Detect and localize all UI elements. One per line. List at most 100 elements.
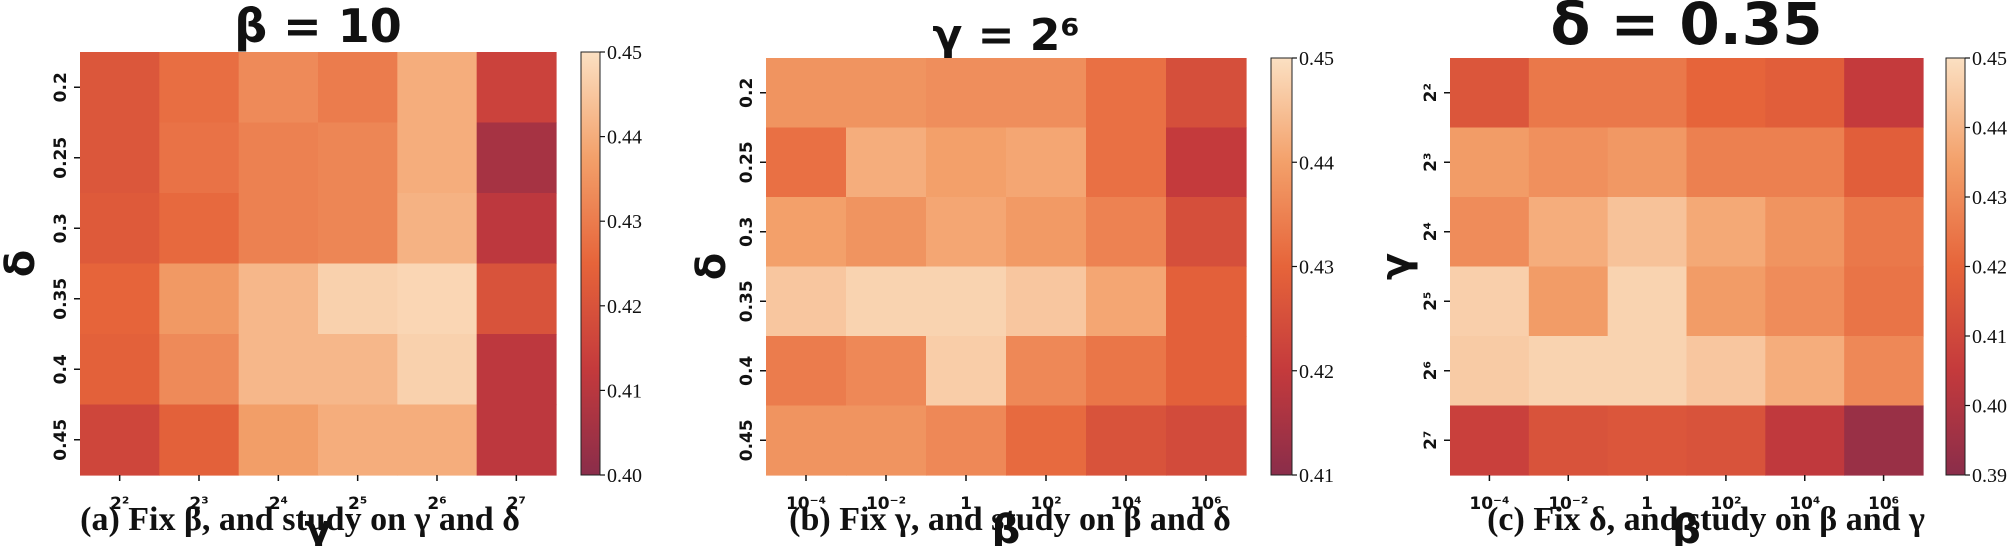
heatmap-cell (318, 263, 398, 335)
y-tick-label: 2² (1421, 83, 1441, 102)
heatmap-cell (1528, 58, 1609, 129)
heatmap-cell (1450, 58, 1530, 129)
panel-title-1: γ = 2⁶ (932, 10, 1079, 61)
heatmap-cell (926, 127, 1007, 198)
x-tick-label: 10⁶ (1190, 494, 1221, 514)
y-tick-label: 0.45 (737, 419, 757, 461)
heatmap-cell (159, 193, 240, 265)
colorbar-tick-label: 0.42 (607, 296, 642, 318)
heatmap-cell (1765, 266, 1845, 337)
heatmap-cell (1166, 336, 1247, 407)
heatmap-cell (80, 122, 160, 194)
y-axis-label: δ (0, 250, 44, 277)
y-tick-label: 0.4 (737, 356, 757, 386)
y-tick-label: 0.45 (51, 419, 71, 461)
colorbar-tick-label: 0.42 (1299, 361, 1334, 383)
heatmap-cell (1166, 197, 1247, 268)
heatmap-cell (1006, 266, 1087, 337)
y-tick-label: 0.3 (51, 213, 71, 243)
colorbar-tick-label: 0.44 (1972, 118, 2007, 140)
x-tick-label: 2⁴ (269, 494, 288, 514)
y-tick-label: 2⁵ (1421, 292, 1441, 311)
colorbar-tick-label: 0.45 (607, 42, 642, 64)
heatmap-cell (1686, 197, 1766, 268)
y-tick-label: 0.3 (737, 217, 757, 247)
heatmap-cell (1686, 405, 1766, 476)
heatmap-cell (1166, 266, 1247, 337)
y-tick-label: 2³ (1421, 153, 1441, 172)
heatmap-cell (1844, 405, 1924, 476)
x-tick-label: 2² (110, 494, 129, 514)
heatmap-cell (1450, 336, 1530, 407)
heatmap-cell (80, 263, 160, 335)
y-tick-label: 0.2 (737, 78, 757, 108)
heatmap-cell (1607, 58, 1688, 129)
heatmap-cell (1765, 405, 1845, 476)
heatmap-cell (159, 404, 240, 476)
x-tick-label: 10⁴ (1789, 494, 1820, 514)
heatmap-cell (1166, 58, 1247, 129)
heatmap-cell (1765, 127, 1845, 198)
heatmap-cell (1006, 127, 1087, 198)
heatmap-cell (1086, 336, 1167, 407)
panel-title-2: δ = 0.35 (1551, 0, 1823, 58)
heatmap-cell (766, 266, 847, 337)
heatmap-cell (1765, 336, 1845, 407)
y-axis-label: δ (689, 253, 735, 280)
y-tick-label: 0.25 (737, 141, 757, 183)
heatmap-cell (1450, 266, 1530, 337)
heatmap-cell (1528, 266, 1609, 337)
heatmap-cell (926, 58, 1007, 129)
heatmap-cell (476, 122, 557, 194)
heatmap-cell (846, 197, 927, 268)
heatmap-cell (766, 197, 847, 268)
x-axis-label: β (992, 507, 1021, 546)
heatmap-cell (1006, 336, 1087, 407)
heatmap-cell (1450, 127, 1530, 198)
heatmap-cell (397, 193, 478, 265)
heatmap-cell (238, 334, 319, 406)
y-tick-label: 0.25 (51, 137, 71, 179)
colorbar-tick-label: 0.39 (1972, 465, 2007, 487)
heatmap-cell (397, 52, 478, 124)
heatmap-cell (1607, 127, 1688, 198)
heatmap-cell (80, 334, 160, 406)
heatmap-cell (1166, 405, 1247, 476)
heatmap-cell (1086, 127, 1167, 198)
x-tick-label: 10⁶ (1868, 494, 1899, 514)
heatmap-cell (238, 193, 319, 265)
colorbar-tick-label: 0.45 (1972, 48, 2007, 70)
x-tick-label: 2⁶ (427, 494, 446, 514)
heatmap-cell (476, 404, 557, 476)
colorbar-tick-label: 0.40 (1972, 396, 2007, 418)
heatmap-cell (238, 52, 319, 124)
heatmap-cell (766, 405, 847, 476)
heatmap-cell (1450, 197, 1530, 268)
x-axis-label: γ (304, 507, 331, 546)
heatmap-cell (1166, 127, 1247, 198)
colorbar-tick-label: 0.45 (1299, 48, 1334, 70)
colorbar (580, 51, 601, 476)
heatmap-cell (1686, 336, 1766, 407)
heatmap-cell (1607, 336, 1688, 407)
x-tick-label: 10⁻⁴ (786, 494, 826, 514)
colorbar (1945, 57, 1966, 476)
heatmap-cell (1607, 266, 1688, 337)
heatmap-cell (1086, 58, 1167, 129)
heatmap-cell (318, 404, 398, 476)
caption-a: (a) Fix β, and study on γ and δ (80, 501, 520, 538)
heatmap-cell (1086, 197, 1167, 268)
heatmap-cell (318, 52, 398, 124)
colorbar-tick-label: 0.43 (1972, 187, 2007, 209)
panel-title-0: β = 10 (234, 0, 402, 53)
colorbar-tick-label: 0.43 (1299, 257, 1334, 279)
heatmap-cell (766, 127, 847, 198)
y-tick-label: 2⁶ (1421, 361, 1441, 380)
heatmap-cell (1528, 405, 1609, 476)
x-tick-label: 2⁷ (507, 494, 526, 514)
heatmap-cell (397, 122, 478, 194)
y-tick-label: 0.35 (737, 280, 757, 322)
heatmap-cell (846, 405, 927, 476)
heatmap-cell (926, 197, 1007, 268)
heatmap-cell (80, 52, 160, 124)
